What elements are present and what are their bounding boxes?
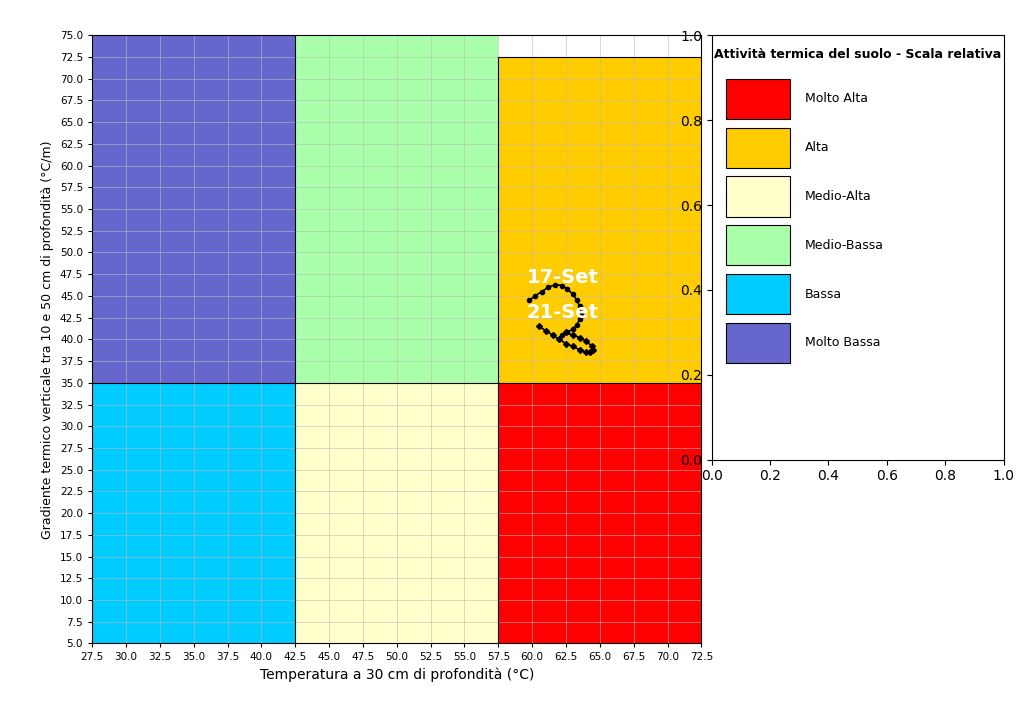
Bar: [295, 35, 499, 382]
Text: 17-Set: 17-Set: [526, 268, 599, 287]
Bar: [295, 382, 499, 643]
X-axis label: Temperatura a 30 cm di profondità (°C): Temperatura a 30 cm di profondità (°C): [260, 668, 534, 682]
Bar: [499, 382, 701, 643]
Text: Molto Bassa: Molto Bassa: [805, 337, 881, 349]
Text: Medio-Alta: Medio-Alta: [805, 190, 871, 203]
Text: Alta: Alta: [805, 141, 829, 154]
Text: Medio-Bassa: Medio-Bassa: [805, 239, 884, 252]
Y-axis label: Gradiente termico verticale tra 10 e 50 cm di profondità (°C/m): Gradiente termico verticale tra 10 e 50 …: [41, 140, 54, 539]
Bar: [726, 127, 791, 168]
Bar: [92, 35, 295, 382]
Text: Molto Alta: Molto Alta: [805, 93, 868, 105]
Bar: [726, 79, 791, 119]
Text: 21-Set: 21-Set: [526, 303, 599, 322]
Text: Bassa: Bassa: [805, 288, 842, 300]
Text: Attività termica del suolo - Scala relativa: Attività termica del suolo - Scala relat…: [714, 48, 1001, 61]
Bar: [726, 274, 791, 315]
Bar: [92, 382, 295, 643]
Bar: [726, 322, 791, 363]
Bar: [726, 226, 791, 266]
Bar: [499, 57, 701, 382]
Bar: [726, 177, 791, 216]
